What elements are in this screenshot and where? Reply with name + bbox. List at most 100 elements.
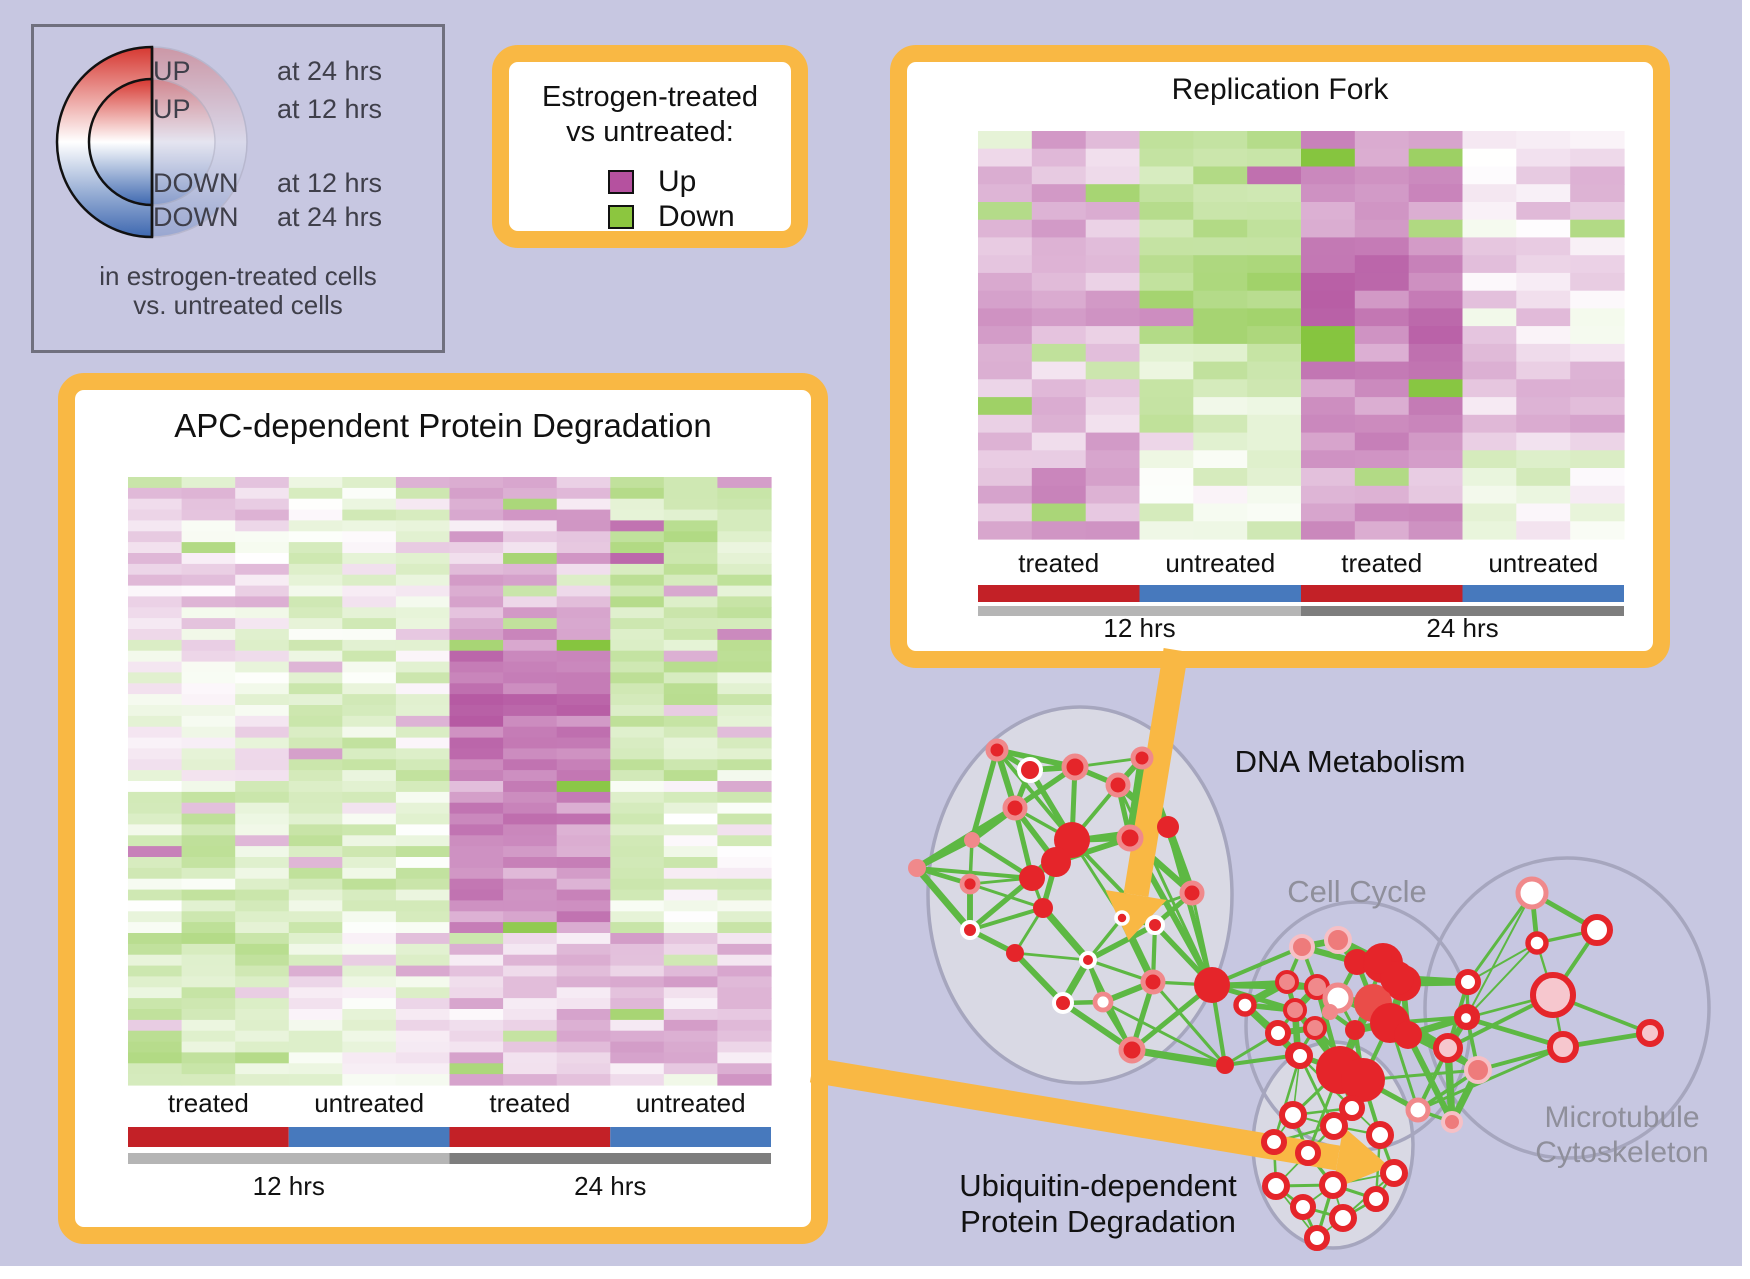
gene-set-node — [1290, 1194, 1316, 1220]
gene-set-node — [1140, 969, 1166, 995]
legend-up-12-word: UP — [153, 94, 191, 124]
network-nodes — [908, 738, 1664, 1251]
gene-set-node — [1002, 795, 1028, 821]
legend-down-24-word: DOWN — [153, 202, 239, 232]
up-label: Up — [658, 165, 697, 198]
gene-set-node — [1079, 951, 1097, 969]
gene-set-node — [1041, 847, 1071, 877]
apc-heatmap-cells — [128, 477, 772, 1086]
gene-set-node — [1116, 824, 1144, 852]
apc-condition-label: treated — [489, 1088, 571, 1118]
replication-fork-title: Replication Fork — [1171, 73, 1389, 106]
rf-condition-label: untreated — [1488, 548, 1599, 578]
gene-set-node — [1344, 949, 1370, 975]
gene-set-node — [1525, 931, 1549, 955]
gene-set-node — [1441, 1111, 1463, 1133]
gene-set-node — [1261, 1129, 1287, 1155]
rf-heatmap-cells — [978, 131, 1625, 540]
gene-set-node — [1464, 1056, 1492, 1084]
up-color-swatch — [608, 170, 634, 194]
gene-set-node — [1061, 753, 1089, 781]
updown-legend-box — [31, 24, 445, 353]
legend-caption-line1: in estrogen-treated cells — [99, 261, 377, 291]
gene-set-node — [1319, 1171, 1347, 1199]
down-color-swatch — [608, 205, 634, 229]
apc-condition-bars — [128, 1127, 771, 1164]
gene-set-node — [1033, 898, 1053, 918]
rf-condition-label: untreated — [1165, 548, 1276, 578]
gene-set-node — [1341, 1058, 1385, 1102]
gene-set-node — [1405, 1097, 1431, 1123]
legend-caption-line2: vs. untreated cells — [133, 290, 343, 320]
gene-set-node — [1303, 1016, 1327, 1040]
gene-set-node — [1006, 944, 1024, 962]
estrogen-legend-title-line1: Estrogen-treated — [541, 81, 759, 113]
gene-set-node — [1364, 946, 1392, 974]
apc-hours-label: 24 hrs — [574, 1171, 647, 1201]
legend-down-24-time: at 24 hrs — [277, 202, 383, 232]
gene-set-node — [964, 832, 980, 848]
gene-set-node — [1019, 865, 1045, 891]
gene-set-node — [1283, 998, 1307, 1022]
legend-item-up: Up — [608, 165, 696, 199]
gene-set-node — [908, 859, 926, 877]
ubiquitin-label-line2: Protein Degradation — [960, 1203, 1236, 1239]
gene-set-node — [1017, 757, 1043, 783]
estrogen-legend-box — [492, 45, 808, 248]
gene-set-node — [1380, 961, 1414, 995]
gene-set-node — [1345, 1020, 1365, 1040]
gene-set-node — [1636, 1019, 1664, 1047]
apc-title: APC-dependent Protein Degradation — [174, 407, 712, 444]
dna-metabolism-label: DNA Metabolism — [1234, 744, 1466, 779]
gene-set-node — [1289, 934, 1315, 960]
cell-cycle-label: Cell Cycle — [1287, 874, 1427, 909]
gene-set-node — [1456, 1008, 1476, 1028]
bottom-margin — [0, 1266, 1750, 1279]
rf-hours-label: 12 hrs — [1103, 613, 1176, 643]
gene-set-node — [1092, 991, 1114, 1013]
gene-set-node — [1322, 1004, 1338, 1020]
estrogen-legend-title-line2: vs untreated: — [566, 116, 734, 148]
gene-set-node — [1320, 1112, 1348, 1140]
gene-set-node — [1194, 967, 1230, 1003]
annotation-arrows — [809, 647, 1390, 1190]
gene-set-node — [1157, 816, 1179, 838]
gene-set-node — [1275, 970, 1299, 994]
ubiquitin-label-line1: Ubiquitin-dependent — [959, 1168, 1237, 1203]
rf-hours-label: 24 hrs — [1426, 613, 1499, 643]
gene-set-node — [1515, 876, 1549, 910]
arrow-head-1 — [1332, 1126, 1390, 1190]
gene-set-node — [1279, 1101, 1307, 1129]
gene-set-node — [1105, 772, 1131, 798]
ubiquitin-label: Ubiquitin-dependent Protein Degradation — [959, 1168, 1237, 1239]
gene-set-node — [1118, 1036, 1146, 1064]
gene-set-node — [1366, 1121, 1394, 1149]
legend-up-24-time: at 24 hrs — [277, 56, 383, 86]
microtubule-label-line2: Cytoskeleton — [1535, 1135, 1709, 1169]
gene-set-node — [1394, 1021, 1422, 1049]
gene-set-node — [1052, 992, 1074, 1014]
gene-set-node — [1216, 1056, 1234, 1074]
gene-set-node — [1145, 915, 1165, 935]
gene-set-node — [985, 738, 1009, 762]
gene-set-node — [1530, 972, 1576, 1018]
gene-set-node — [1339, 1095, 1365, 1121]
gene-set-node — [1295, 1140, 1321, 1166]
microtubule-label-line1: Microtubule — [1544, 1101, 1700, 1134]
apc-condition-label: treated — [167, 1088, 249, 1118]
gene-set-node — [1130, 746, 1154, 770]
gene-set-node — [1324, 926, 1352, 954]
gene-set-node — [1287, 1043, 1313, 1069]
legend-down-12-time: at 12 hrs — [277, 168, 383, 198]
right-margin — [1742, 0, 1750, 1279]
legend-up-24-word: UP — [153, 56, 191, 86]
gene-set-node — [1363, 1186, 1389, 1212]
rf-condition-bars — [978, 585, 1624, 616]
down-label: Down — [658, 200, 735, 233]
rf-condition-label: treated — [1018, 548, 1100, 578]
gene-set-node — [1233, 993, 1257, 1017]
rf-condition-label: treated — [1341, 548, 1423, 578]
gene-set-node — [1179, 880, 1205, 906]
